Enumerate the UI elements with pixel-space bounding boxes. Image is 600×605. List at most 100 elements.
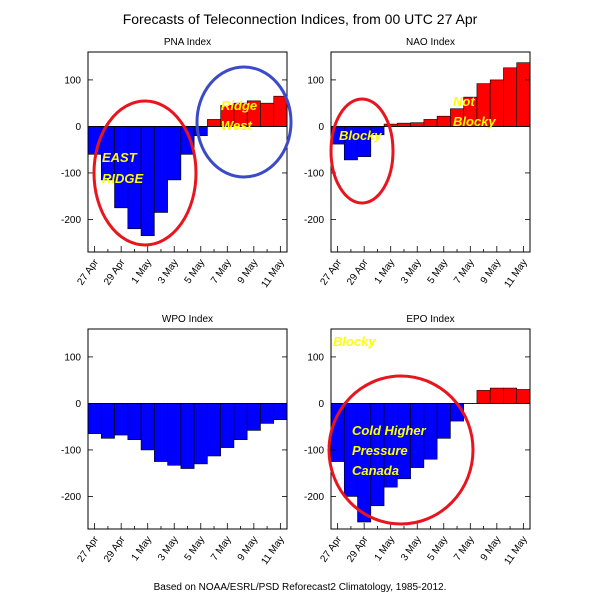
pna-xtick-label: 29 Apr: [102, 257, 128, 288]
epo-ytick-label: -200: [304, 492, 324, 503]
epo-bar: [489, 387, 504, 404]
nao-bar: [436, 115, 451, 127]
wpo-xtick-label: 11 May: [259, 534, 286, 567]
pna-annotation-label: RIDGE: [102, 171, 144, 186]
pna-bar: [273, 95, 288, 127]
nao-xtick-label: 27 Apr: [318, 257, 344, 288]
wpo-ytick-label: -100: [61, 445, 81, 456]
wpo-bar: [220, 403, 235, 448]
epo-annotation-label: Pressure: [352, 443, 408, 458]
pna-bar: [260, 102, 275, 127]
nao-title: NAO Index: [406, 37, 455, 48]
epo-annotation-label: Canada: [352, 463, 399, 478]
pna-xtick-label: 7 May: [209, 257, 234, 286]
wpo-panel: WPO Index -200 -100 0 100 27 Apr 29 Apr 1 May 3 …: [61, 314, 288, 567]
pna-xtick-label: 9 May: [236, 257, 261, 286]
wpo-bar: [140, 403, 155, 451]
nao-annotation-label: Not: [453, 94, 475, 109]
wpo-ytick-label: 100: [64, 352, 81, 363]
wpo-ytick-label: 0: [75, 399, 81, 410]
figure-title: Forecasts of Teleconnection Indices, fro…: [123, 11, 478, 27]
pna-ytick-label: -100: [61, 168, 81, 179]
nao-bar: [503, 67, 518, 127]
wpo-bar: [114, 403, 129, 436]
wpo-xtick-label: 9 May: [236, 534, 261, 563]
wpo-bar: [233, 403, 248, 441]
nao-annotation-label: Blocky: [453, 114, 496, 129]
epo-panel: EPO Index -200 -100 0 100 27 Apr 29 Apr 1 May 3 …: [304, 314, 531, 567]
epo-annotation-label: Blocky: [333, 334, 376, 349]
nao-xtick-label: 1 May: [373, 257, 398, 286]
pna-bar: [154, 126, 168, 213]
nao-xtick-label: 7 May: [452, 257, 477, 286]
nao-bar: [410, 122, 425, 127]
nao-ytick-label: -200: [304, 215, 324, 226]
epo-ytick-label: 100: [307, 352, 324, 363]
wpo-ytick-label: -200: [61, 492, 81, 503]
pna-annotation-circle: [195, 65, 293, 179]
epo-xtick-label: 5 May: [426, 534, 451, 563]
epo-xtick-label: 7 May: [452, 534, 477, 563]
epo-xtick-label: 9 May: [479, 534, 504, 563]
epo-bar: [436, 403, 451, 439]
pna-xtick-label: 1 May: [130, 257, 155, 286]
pna-xtick-label: 11 May: [259, 257, 286, 290]
pna-xtick-label: 3 May: [156, 257, 181, 286]
pna-annotation-label: West: [221, 118, 252, 133]
wpo-bar: [273, 403, 288, 421]
epo-bar: [397, 403, 411, 480]
nao-annotation-label: Blocky: [339, 128, 382, 143]
wpo-bar: [207, 403, 221, 457]
epo-bar: [516, 389, 531, 404]
wpo-xtick-label: 27 Apr: [75, 534, 101, 565]
nao-xtick-label: 5 May: [426, 257, 451, 286]
epo-bar: [503, 387, 518, 404]
figure-footer: Based on NOAA/ESRL/PSD Reforecast2 Clima…: [154, 582, 447, 593]
epo-xtick-label: 29 Apr: [345, 534, 371, 565]
nao-xtick-label: 29 Apr: [345, 257, 371, 288]
epo-annotation-label: Cold Higher: [352, 423, 427, 438]
wpo-bar: [154, 403, 168, 462]
epo-xtick-label: 27 Apr: [318, 534, 344, 565]
nao-xtick-label: 3 May: [399, 257, 424, 286]
nao-bar: [516, 62, 531, 127]
pna-bar: [114, 126, 129, 209]
wpo-bar: [100, 403, 115, 439]
wpo-xtick-label: 29 Apr: [102, 534, 128, 565]
wpo-bar: [246, 403, 261, 431]
pna-ytick-label: -200: [61, 215, 81, 226]
epo-xtick-label: 1 May: [373, 534, 398, 563]
pna-title: PNA Index: [164, 37, 211, 48]
nao-ytick-label: 100: [307, 75, 324, 86]
epo-xtick-label: 11 May: [502, 534, 529, 567]
wpo-xtick-label: 7 May: [209, 534, 234, 563]
epo-title: EPO Index: [406, 314, 454, 325]
pna-annotation-circle: [92, 99, 198, 247]
nao-xtick-label: 11 May: [502, 257, 529, 290]
wpo-bar: [180, 403, 195, 469]
pna-xtick-label: 27 Apr: [75, 257, 101, 288]
epo-ytick-label: -100: [304, 445, 324, 456]
pna-xtick-label: 5 May: [183, 257, 208, 286]
wpo-xtick-label: 3 May: [156, 534, 181, 563]
wpo-bar: [87, 403, 102, 434]
wpo-bar: [193, 403, 208, 465]
nao-bar: [397, 122, 411, 127]
nao-ytick-label: -100: [304, 168, 324, 179]
wpo-title: WPO Index: [162, 314, 213, 325]
nao-panel: NAO Index -200 -100 0 100 27 Apr 29 Apr 1 May 3 …: [304, 37, 531, 290]
pna-annotation-label: EAST: [102, 150, 138, 165]
wpo-bar: [260, 403, 275, 424]
wpo-xtick-label: 1 May: [130, 534, 155, 563]
wpo-bar: [127, 403, 142, 441]
nao-xtick-label: 9 May: [479, 257, 504, 286]
pna-panel: PNA Index -200 -100 0 100 27 Apr 29 Apr 1 May 3 …: [61, 37, 293, 290]
epo-ytick-label: 0: [318, 399, 324, 410]
nao-ytick-label: 0: [318, 122, 324, 133]
epo-bar: [476, 390, 491, 404]
nao-annotation-circle: [329, 97, 395, 205]
epo-annotation-circle: [327, 374, 475, 526]
pna-ytick-label: 0: [75, 122, 81, 133]
